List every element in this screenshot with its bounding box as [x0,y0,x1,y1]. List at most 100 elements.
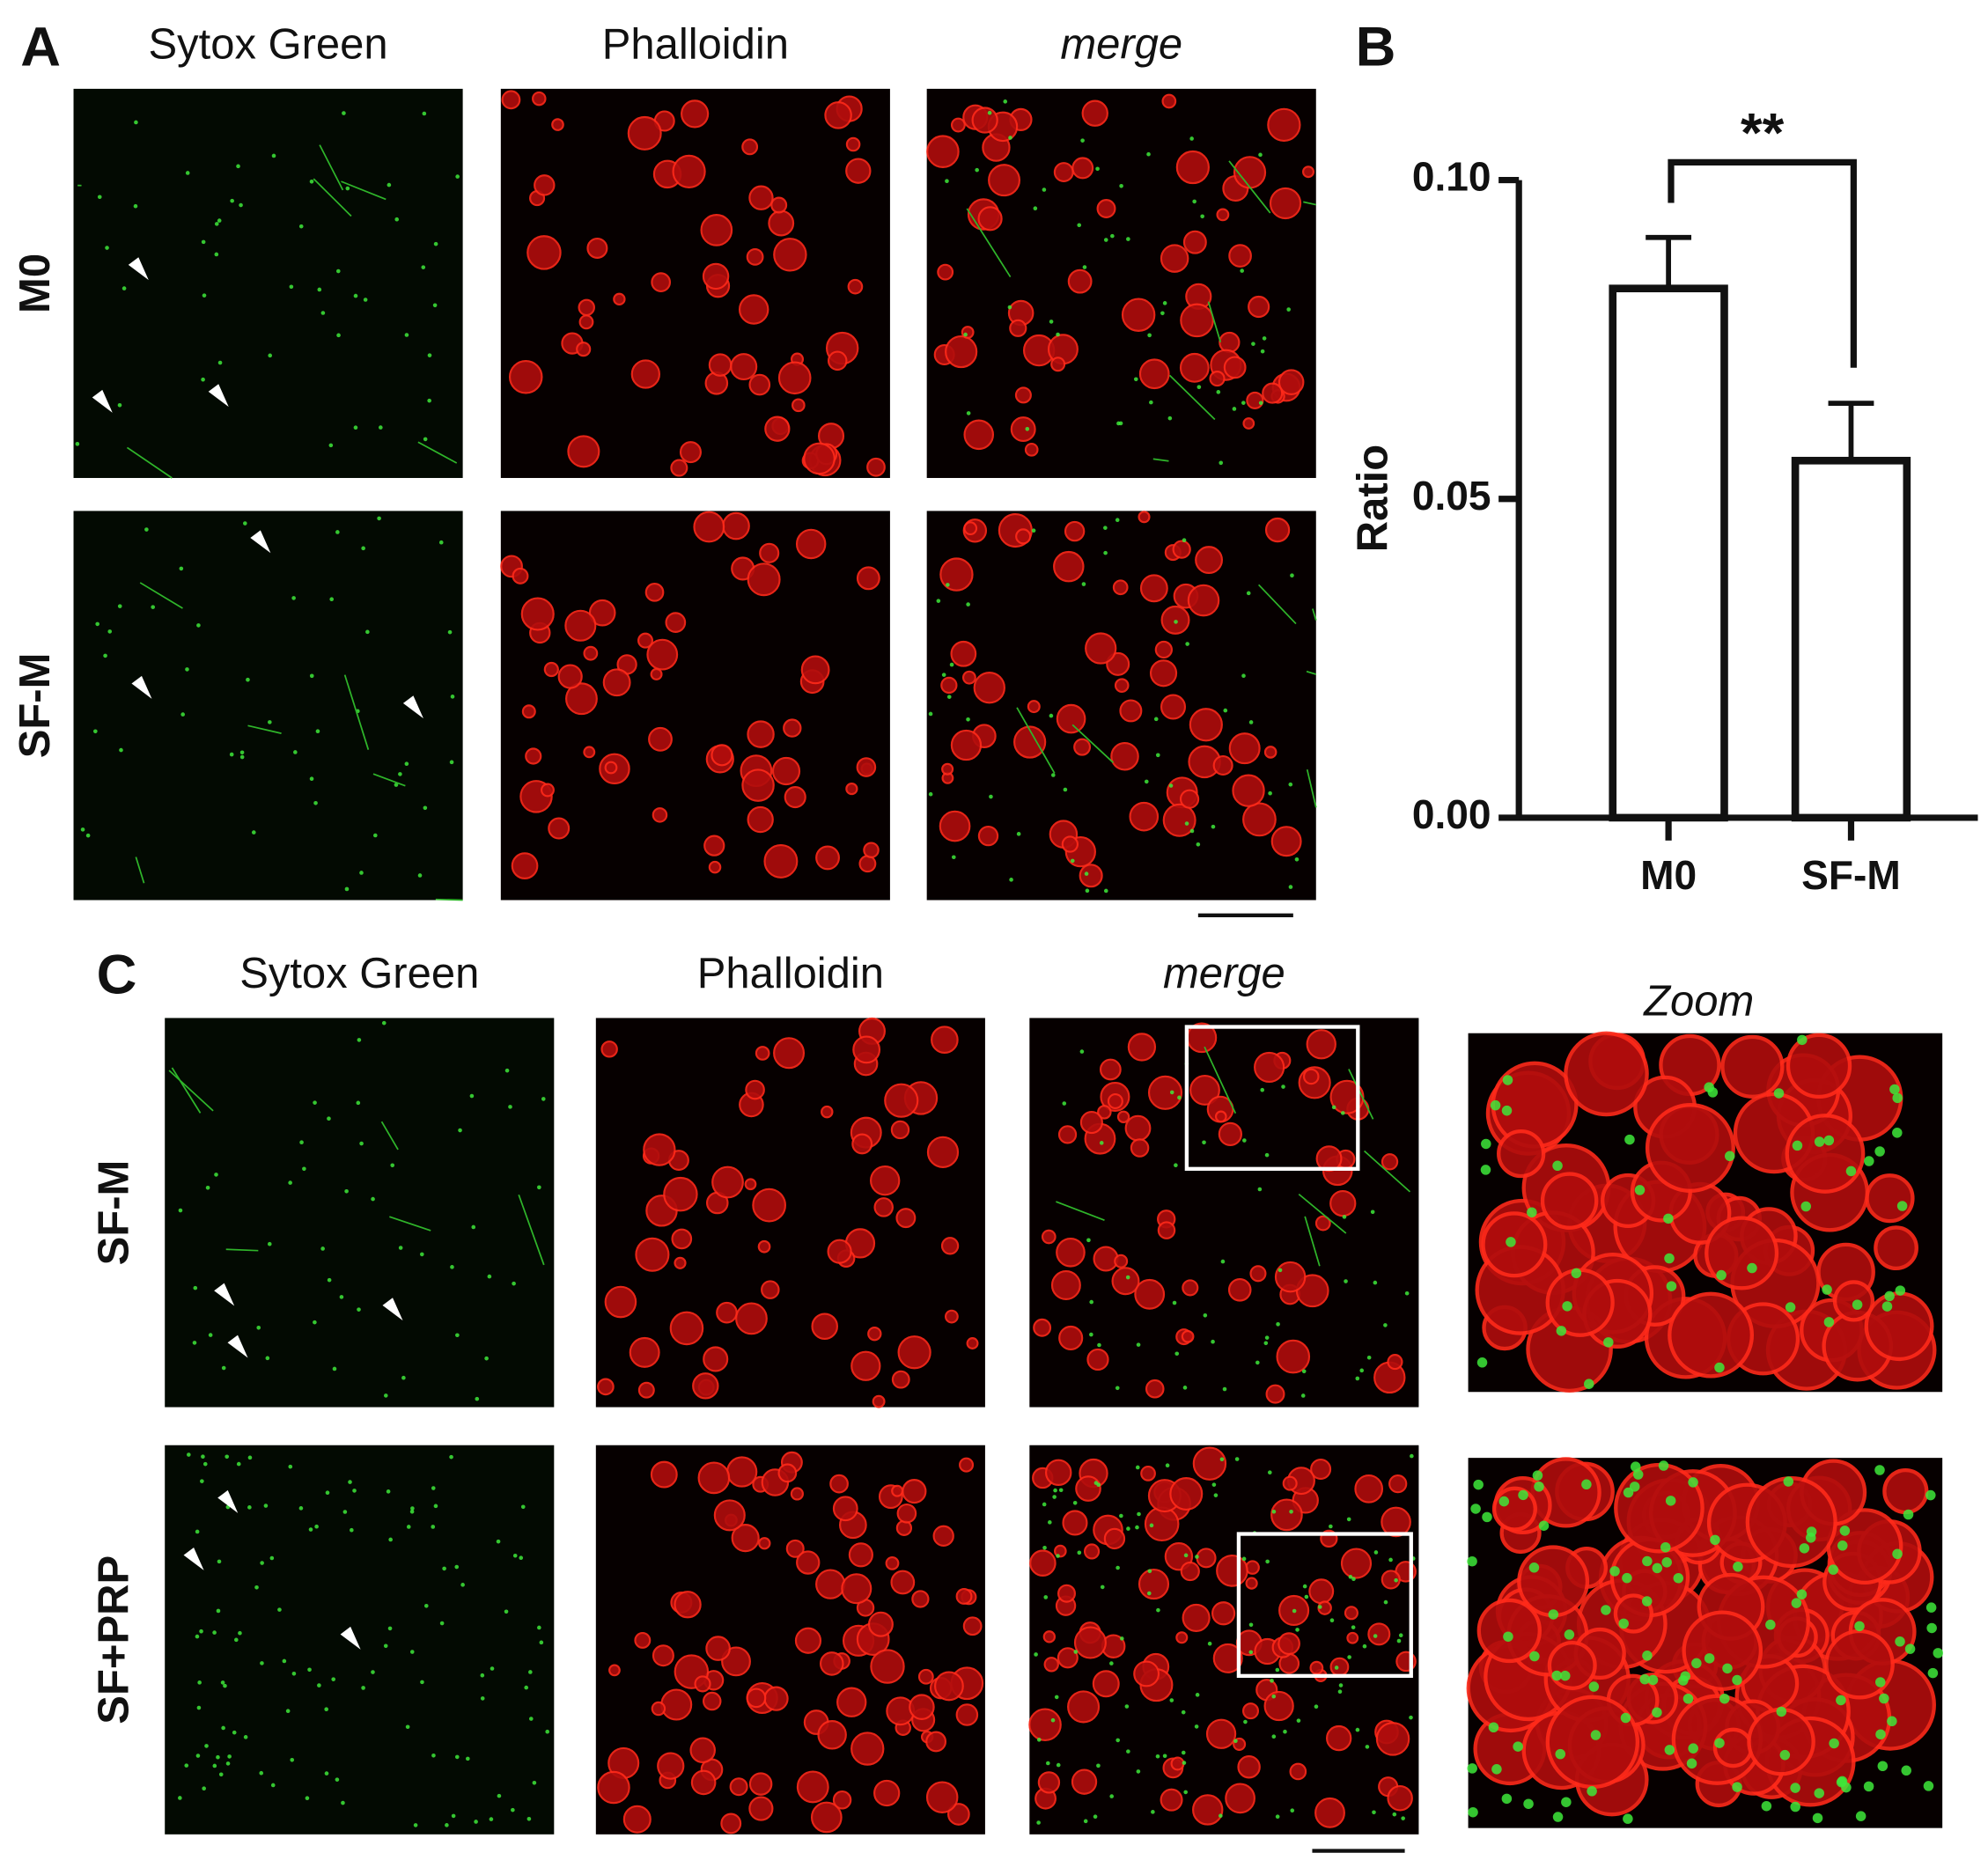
dot [1137,1511,1141,1517]
dot [1373,1550,1379,1555]
fiber [343,674,370,750]
arrowhead [183,1547,204,1570]
dot [204,1744,209,1748]
dot [327,1277,332,1283]
dot [1491,1764,1502,1775]
dot [404,333,409,337]
dot [325,1490,330,1496]
cell [1096,199,1116,218]
cell [1028,1708,1062,1742]
cell [708,353,733,377]
dot [398,1246,403,1250]
dot [230,198,234,203]
cell [627,115,662,151]
micrograph [1029,1018,1419,1408]
fiber [1207,301,1222,343]
cell [679,441,702,464]
dot [1355,1376,1360,1381]
dot [119,747,123,753]
panel-letter: A [20,16,61,77]
dot [1732,1782,1742,1792]
cell [1264,517,1291,543]
panel-letter: C [97,945,137,1006]
dot [1009,878,1013,882]
dot [1155,753,1160,758]
dot [1658,1460,1669,1471]
dot [1135,1465,1140,1470]
dot [1704,1653,1715,1664]
dot [1923,1781,1934,1791]
cell [1079,1111,1103,1135]
dot [1903,1509,1914,1520]
cell [977,206,1003,232]
micrograph [73,88,463,479]
cell [1050,1270,1081,1300]
dot [1290,573,1294,578]
cell [1083,1543,1101,1560]
dot [1265,1559,1270,1564]
dot [1263,1341,1269,1346]
dot [539,1640,544,1645]
cell [752,1188,786,1223]
dot [1077,223,1082,228]
cell [1175,150,1210,185]
dot [431,1486,436,1490]
cell [702,262,730,290]
dot [216,1608,221,1614]
cell [1545,1695,1640,1790]
dot [1401,1816,1405,1820]
dot [1800,1201,1811,1212]
cell [1262,382,1284,404]
arrowhead [128,257,149,281]
cell [963,419,995,451]
dot [471,1224,476,1230]
cell [713,1499,746,1532]
dot [1189,828,1195,834]
dot [1097,1342,1101,1348]
dot [423,437,428,442]
dot [1383,1323,1388,1327]
dot [1823,1317,1835,1327]
cell [869,1165,901,1196]
dot [1548,1609,1559,1620]
cell [1381,1570,1401,1590]
cell [650,667,663,680]
cell [1033,1318,1052,1337]
cell [1182,1279,1199,1297]
cell [1241,1702,1260,1720]
cell [895,1208,917,1229]
dot [1042,1502,1047,1507]
cell [644,582,665,602]
dot [195,1754,201,1758]
dot [1828,1564,1839,1575]
dot [1056,1554,1060,1558]
cell [1162,803,1196,837]
cell [578,298,595,317]
cell [1054,1544,1067,1558]
dot [234,1637,239,1643]
cell [1308,1578,1335,1605]
dot [475,1396,480,1401]
cell [738,294,769,325]
dot [85,833,91,838]
dot [1467,1555,1477,1567]
cell [1154,640,1173,659]
cell [1346,1631,1359,1644]
dot [1025,427,1030,431]
dot [1355,1727,1360,1732]
dot [1790,1801,1800,1812]
dot [1927,1667,1939,1679]
dot [1085,888,1090,893]
dot [1194,1724,1199,1729]
cell [748,1772,773,1796]
dot [1255,1360,1260,1365]
cell [665,612,687,633]
dot [1338,1683,1344,1688]
dot [1538,1520,1550,1531]
dot [1634,1185,1646,1195]
bar [1609,284,1728,822]
dot [1093,1814,1098,1820]
dot [1126,1749,1130,1754]
arrowhead [227,1335,248,1358]
dot [357,1038,362,1042]
